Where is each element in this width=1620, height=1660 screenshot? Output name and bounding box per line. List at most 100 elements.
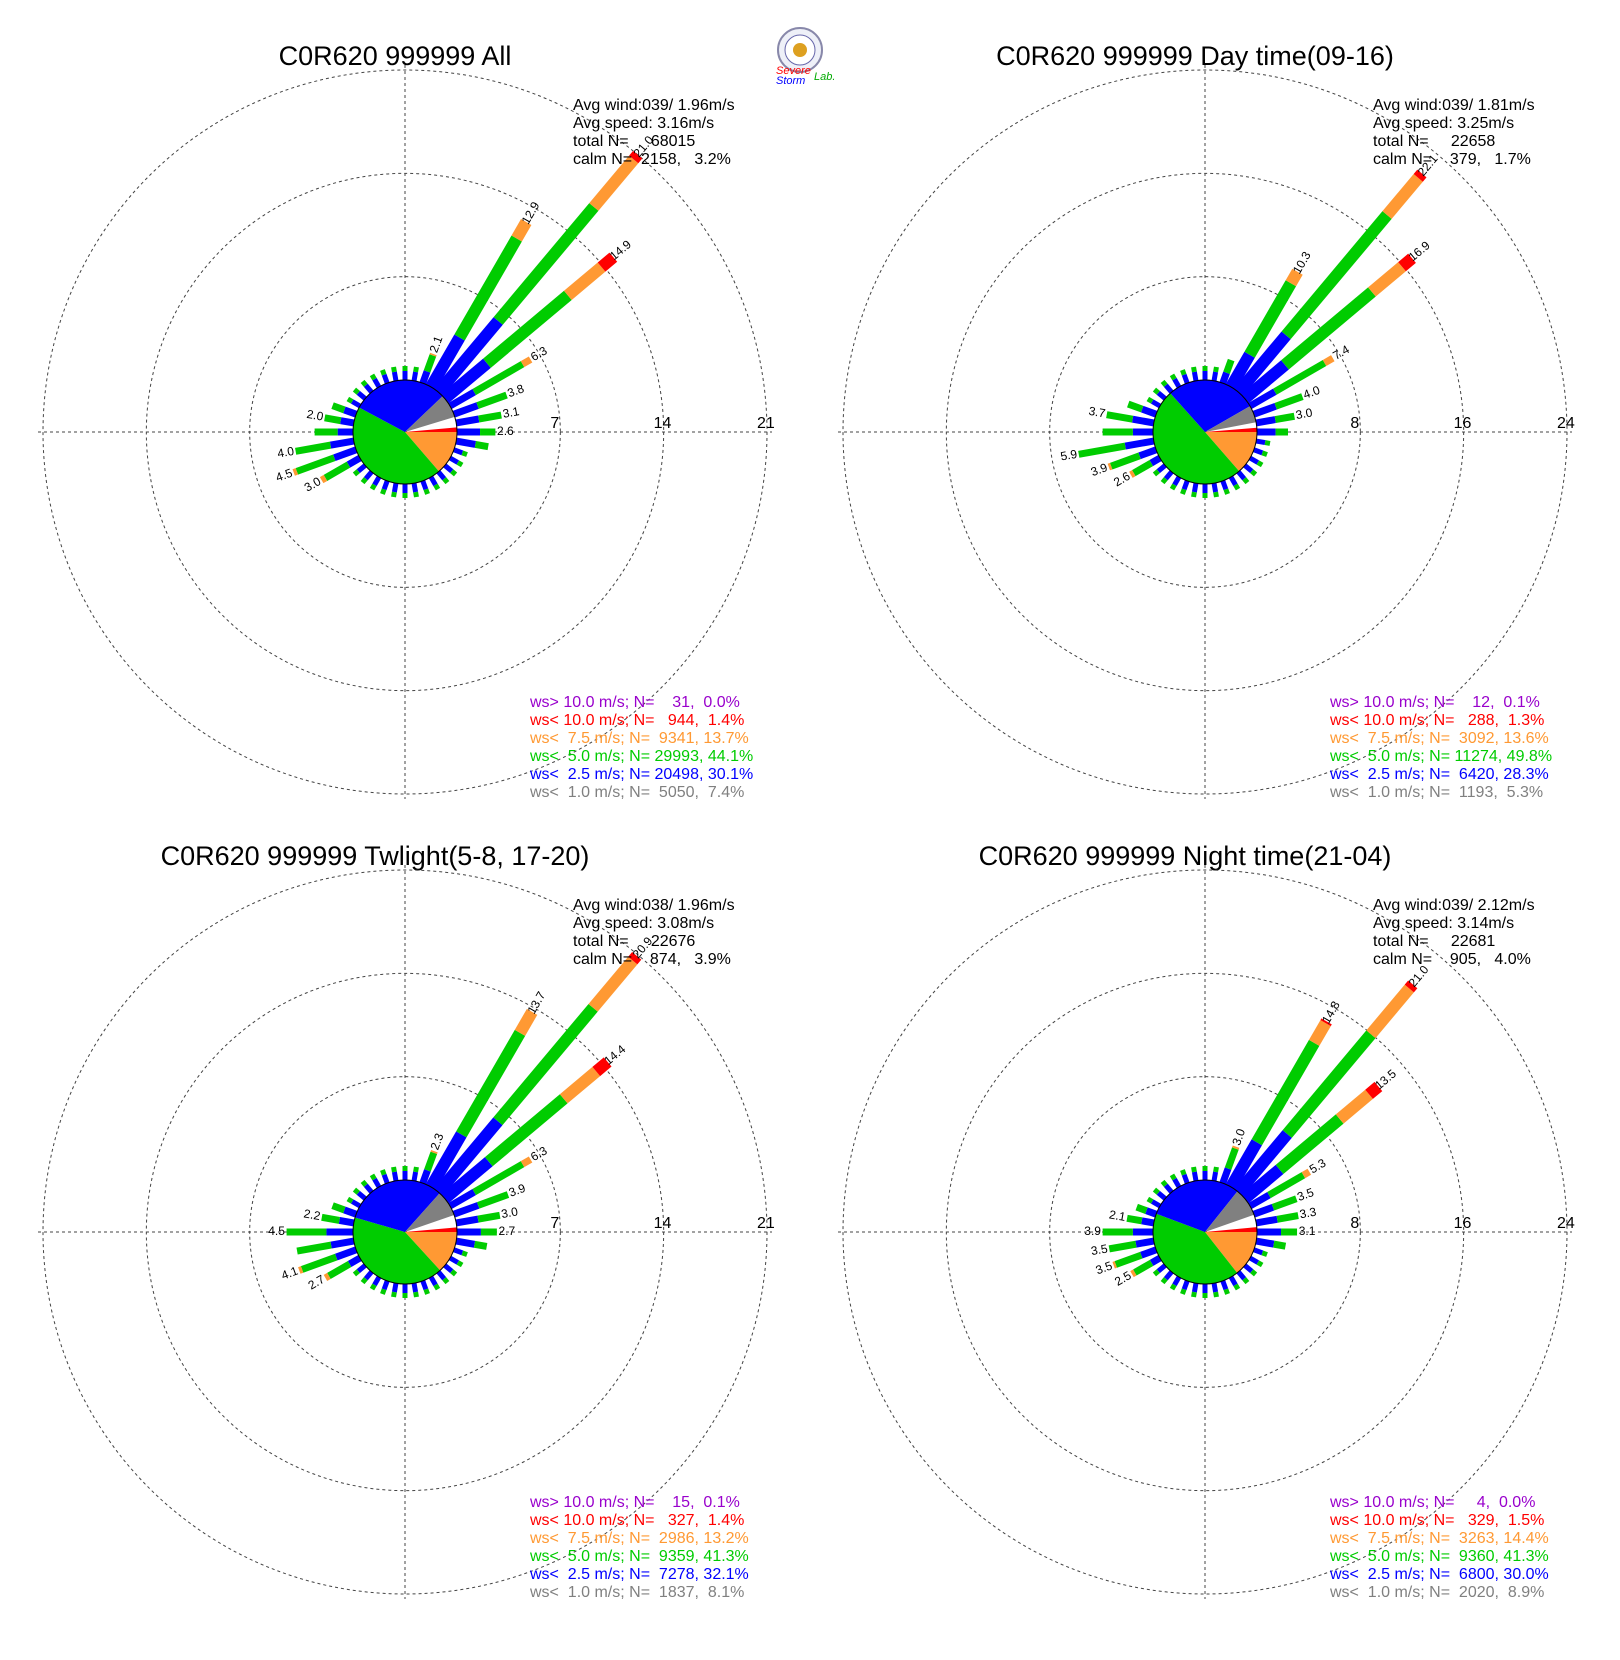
tick-petal	[391, 482, 399, 493]
petal-segment	[1233, 1130, 1292, 1197]
legend-entry: ws> 10.0 m/s; N= 31, 0.0%	[529, 694, 740, 711]
tick-petal	[391, 366, 397, 373]
petal-segment	[472, 361, 525, 396]
tick-petal	[1156, 390, 1167, 401]
petal-segment	[1219, 371, 1230, 385]
tick-petal	[356, 463, 367, 474]
pie-wedge	[359, 380, 443, 432]
petal-segment	[343, 1206, 358, 1218]
petal-segment	[1285, 268, 1303, 287]
pie-outline	[1152, 1179, 1258, 1285]
petal-segment	[1281, 287, 1376, 370]
petal-segment	[477, 1211, 501, 1223]
petal-segment	[333, 446, 358, 462]
stats-line: total N= 68015	[573, 133, 695, 150]
tick-petal	[1256, 1260, 1264, 1268]
petal-segment	[1126, 1214, 1143, 1225]
petal-segment	[1108, 1240, 1137, 1253]
pie-outline	[352, 379, 458, 485]
tick-petal	[448, 1255, 460, 1265]
petal-value-label: 14.8	[1319, 998, 1343, 1026]
petal-segment	[1413, 169, 1427, 182]
tick-petal	[450, 469, 458, 477]
panel-title: C0R620 999999 Night time(21-04)	[979, 841, 1392, 871]
petal-segment	[338, 1216, 355, 1227]
petal-segment	[1255, 1237, 1275, 1248]
petal-segment	[597, 252, 618, 272]
legend-entry: ws< 1.0 m/s; N= 2020, 8.9%	[1329, 1584, 1544, 1601]
tick-petal	[413, 1166, 419, 1173]
petal-value-label: 3.1	[502, 404, 521, 421]
petal-segment	[1219, 1167, 1232, 1185]
tick-petal	[1220, 480, 1229, 491]
tick-petal	[1255, 438, 1266, 446]
tick-petal	[372, 1275, 382, 1287]
tick-petal	[363, 470, 374, 481]
legend-entry: ws> 10.0 m/s; N= 4, 0.0%	[1329, 1494, 1535, 1511]
tick-petal	[1250, 1269, 1258, 1277]
tick-petal	[360, 1277, 368, 1285]
petal-segment	[1223, 358, 1235, 374]
legend-entry: ws< 1.0 m/s; N= 5050, 7.4%	[529, 784, 744, 801]
legend-entry: ws< 2.5 m/s; N= 20498, 30.1%	[529, 766, 753, 783]
tick-petal	[1211, 371, 1219, 382]
tick-petal	[1191, 371, 1199, 382]
petal-value-label: 4.5	[268, 1224, 285, 1238]
petal-value-label: 4.1	[279, 1264, 300, 1283]
stats-line: Avg speed: 3.14m/s	[1373, 915, 1514, 932]
petal-segment	[1127, 400, 1144, 413]
tick-petal	[352, 387, 360, 395]
tick-petal	[1213, 1291, 1219, 1298]
logo-seal-emblem	[793, 43, 807, 57]
petal-segment	[440, 358, 491, 404]
tick-petal	[356, 390, 367, 401]
petal-segment	[1365, 1081, 1383, 1099]
stats-line: calm N= 905, 4.0%	[1373, 951, 1531, 968]
pie-wedge-red	[1205, 1227, 1257, 1232]
tick-petal	[391, 1282, 399, 1293]
pie-outline	[1152, 379, 1258, 485]
panel-title: C0R620 999999 Twlight(5-8, 17-20)	[161, 841, 590, 871]
petal-segment	[1141, 1217, 1155, 1227]
tick-petal	[391, 1171, 399, 1182]
tick-petal	[450, 1269, 458, 1277]
petal-segment	[1398, 253, 1416, 272]
petal-segment	[1240, 360, 1289, 404]
legend-entry: ws< 7.5 m/s; N= 3092, 13.6%	[1329, 730, 1549, 747]
tick-petal	[1253, 447, 1264, 456]
ring-label: 7	[550, 1215, 559, 1232]
petal-value-label: 13.7	[524, 989, 548, 1017]
tick-petal	[352, 469, 360, 477]
petal-value-label: 2.1	[1108, 1207, 1127, 1224]
petal-segment	[343, 406, 358, 418]
tick-petal	[420, 1280, 429, 1291]
pie-wedge-red	[1205, 427, 1257, 432]
legend-entry: ws< 2.5 m/s; N= 6420, 28.3%	[1329, 766, 1549, 783]
petal-value-label: 3.3	[1298, 1205, 1317, 1222]
tick-petal	[456, 460, 464, 468]
tick-petal	[372, 475, 382, 487]
petal-segment	[1282, 1030, 1376, 1138]
tick-petal	[1228, 1275, 1238, 1287]
legend-entry: ws< 10.0 m/s; N= 944, 1.4%	[529, 712, 744, 729]
petal-segment	[340, 417, 355, 427]
tick-petal	[391, 371, 399, 382]
legend-entry: ws< 2.5 m/s; N= 6800, 30.0%	[1329, 1566, 1549, 1583]
tick-petal	[443, 1263, 454, 1274]
petal-segment	[1233, 331, 1291, 397]
petal-segment	[296, 1241, 332, 1255]
tick-petal	[1253, 1247, 1264, 1256]
tick-petal	[456, 1260, 464, 1268]
ring-label: 24	[1557, 1215, 1575, 1232]
petal-segment	[1135, 1237, 1155, 1248]
petal-segment	[1320, 1018, 1332, 1027]
petal-segment	[1248, 1192, 1271, 1210]
petal-segment	[520, 1156, 533, 1168]
petal-segment	[1138, 446, 1158, 460]
petal-value-label: 3.8	[505, 381, 526, 400]
tick-petal	[461, 450, 468, 457]
tick-petal	[1223, 1288, 1230, 1295]
tick-petal	[413, 366, 419, 373]
petal-segment	[629, 150, 643, 164]
petal-segment	[628, 951, 642, 965]
